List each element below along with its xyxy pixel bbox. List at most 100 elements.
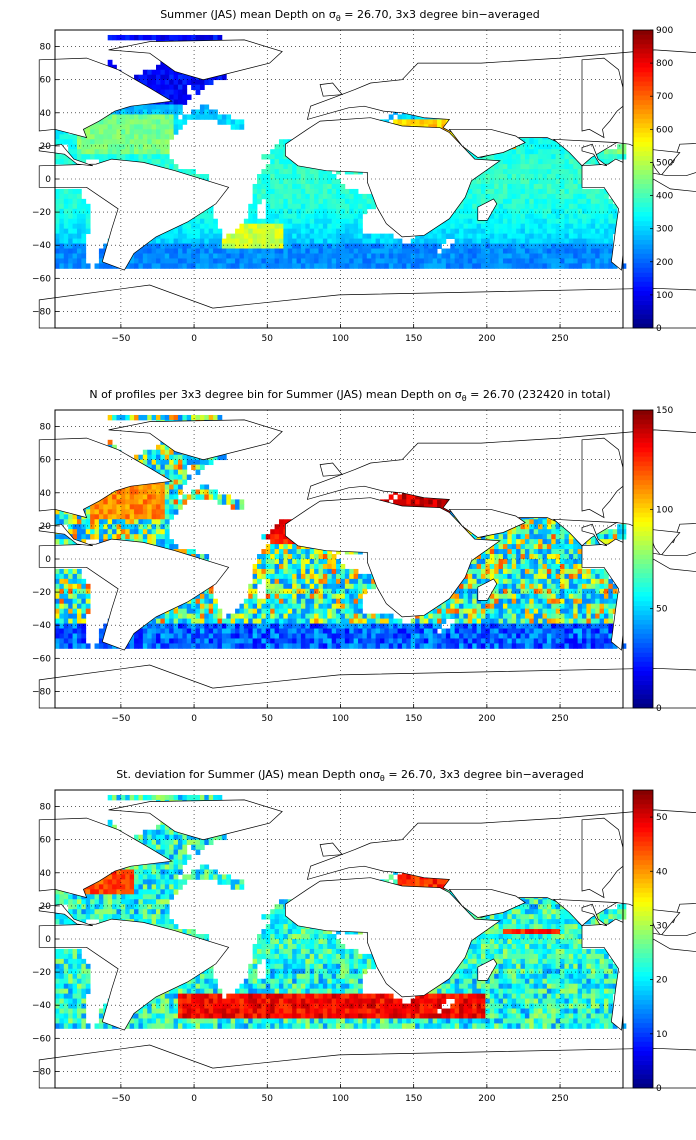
heatmap-cell <box>608 213 614 220</box>
heatmap-cell <box>160 469 166 475</box>
colorbar-swatch <box>633 188 653 194</box>
heatmap-cell <box>551 144 557 150</box>
heatmap-cell <box>261 223 267 230</box>
heatmap-cell <box>314 238 319 244</box>
heatmap-cell <box>230 233 236 239</box>
heatmap-cell <box>331 208 337 215</box>
heatmap-cell <box>142 34 148 41</box>
heatmap-cell <box>595 238 600 244</box>
heatmap-cell <box>191 79 196 86</box>
heatmap-cell <box>450 223 456 230</box>
heatmap-cell <box>533 174 539 180</box>
heatmap-cell <box>551 154 557 160</box>
heatmap-cell <box>546 144 552 150</box>
heatmap-cell <box>573 159 579 165</box>
heatmap-cell <box>278 159 284 165</box>
heatmap-cell <box>226 258 232 264</box>
heatmap-cell <box>573 188 579 195</box>
heatmap-cell <box>560 213 565 220</box>
heatmap-cell <box>85 263 91 269</box>
heatmap-cell <box>55 159 60 165</box>
heatmap-cell <box>59 129 65 135</box>
heatmap-cell <box>182 479 188 485</box>
heatmap-cell <box>428 258 434 264</box>
heatmap-cell <box>94 514 100 520</box>
heatmap-cell <box>485 154 491 160</box>
heatmap-cell <box>582 228 587 235</box>
heatmap-cell <box>147 514 153 520</box>
heatmap-cell <box>401 258 407 264</box>
heatmap-cell <box>366 198 372 205</box>
heatmap-cell <box>520 233 526 239</box>
heatmap-cell <box>524 188 530 195</box>
heatmap-cell <box>138 154 144 160</box>
colorbar-swatch <box>633 155 653 161</box>
heatmap-cell <box>450 228 456 235</box>
heatmap-cell <box>555 243 561 249</box>
heatmap-cell <box>107 263 113 269</box>
colorbar-swatch <box>633 39 653 45</box>
heatmap-cell <box>134 514 139 520</box>
heatmap-cell <box>397 114 403 120</box>
heatmap-cell <box>120 134 126 140</box>
heatmap-cell <box>375 238 381 244</box>
heatmap-cell <box>463 213 469 220</box>
heatmap-cell <box>147 248 153 254</box>
heatmap-cell <box>169 84 174 90</box>
heatmap-cell <box>520 248 526 254</box>
heatmap-cell <box>322 258 328 264</box>
heatmap-cell <box>134 139 139 145</box>
heatmap-cell <box>151 79 157 86</box>
heatmap-cell <box>481 248 486 254</box>
heatmap-cell <box>485 248 491 254</box>
heatmap-cell <box>353 228 359 235</box>
heatmap-cell <box>485 233 491 239</box>
heatmap-cell <box>322 198 328 205</box>
heatmap-cell <box>358 208 363 215</box>
heatmap-cell <box>502 164 508 170</box>
heatmap-cell <box>68 258 73 264</box>
heatmap-cell <box>318 193 324 200</box>
heatmap-cell <box>278 174 284 180</box>
heatmap-cell <box>160 489 166 495</box>
heatmap-cell <box>221 263 227 269</box>
heatmap-cell <box>459 253 464 259</box>
heatmap-cell <box>195 494 201 500</box>
heatmap-cell <box>498 228 504 235</box>
heatmap-cell <box>551 253 557 259</box>
heatmap-cell <box>459 218 464 225</box>
heatmap-cell <box>599 228 605 235</box>
heatmap-cell <box>608 203 614 210</box>
heatmap-cell <box>208 258 214 264</box>
heatmap-cell <box>164 509 170 515</box>
heatmap-cell <box>76 519 82 525</box>
heatmap-cell <box>138 489 144 495</box>
heatmap-cell <box>551 139 557 145</box>
heatmap-cell <box>472 233 478 239</box>
heatmap-cell <box>173 258 179 264</box>
heatmap-cell <box>199 109 205 115</box>
heatmap-cell <box>191 258 196 264</box>
heatmap-cell <box>494 253 499 259</box>
heatmap-cell <box>481 243 486 249</box>
heatmap-cell <box>186 169 192 175</box>
heatmap-cell <box>502 263 508 269</box>
heatmap-cell <box>318 198 324 205</box>
heatmap-cell <box>283 534 289 540</box>
heatmap-cell <box>546 179 552 185</box>
heatmap-cell <box>169 74 174 81</box>
heatmap-cell <box>265 169 271 175</box>
heatmap-cell <box>287 218 293 225</box>
heatmap-cell <box>551 223 557 230</box>
heatmap-cell <box>410 114 416 120</box>
heatmap-cell <box>463 243 469 249</box>
heatmap-cell <box>410 248 416 254</box>
heatmap-cell <box>502 529 508 535</box>
heatmap-cell <box>265 183 271 190</box>
heatmap-cell <box>296 238 302 244</box>
heatmap-cell <box>59 539 65 545</box>
heatmap-cell <box>270 198 275 205</box>
heatmap-cell <box>327 258 333 264</box>
heatmap-cell <box>147 34 153 41</box>
heatmap-cell <box>169 124 174 130</box>
